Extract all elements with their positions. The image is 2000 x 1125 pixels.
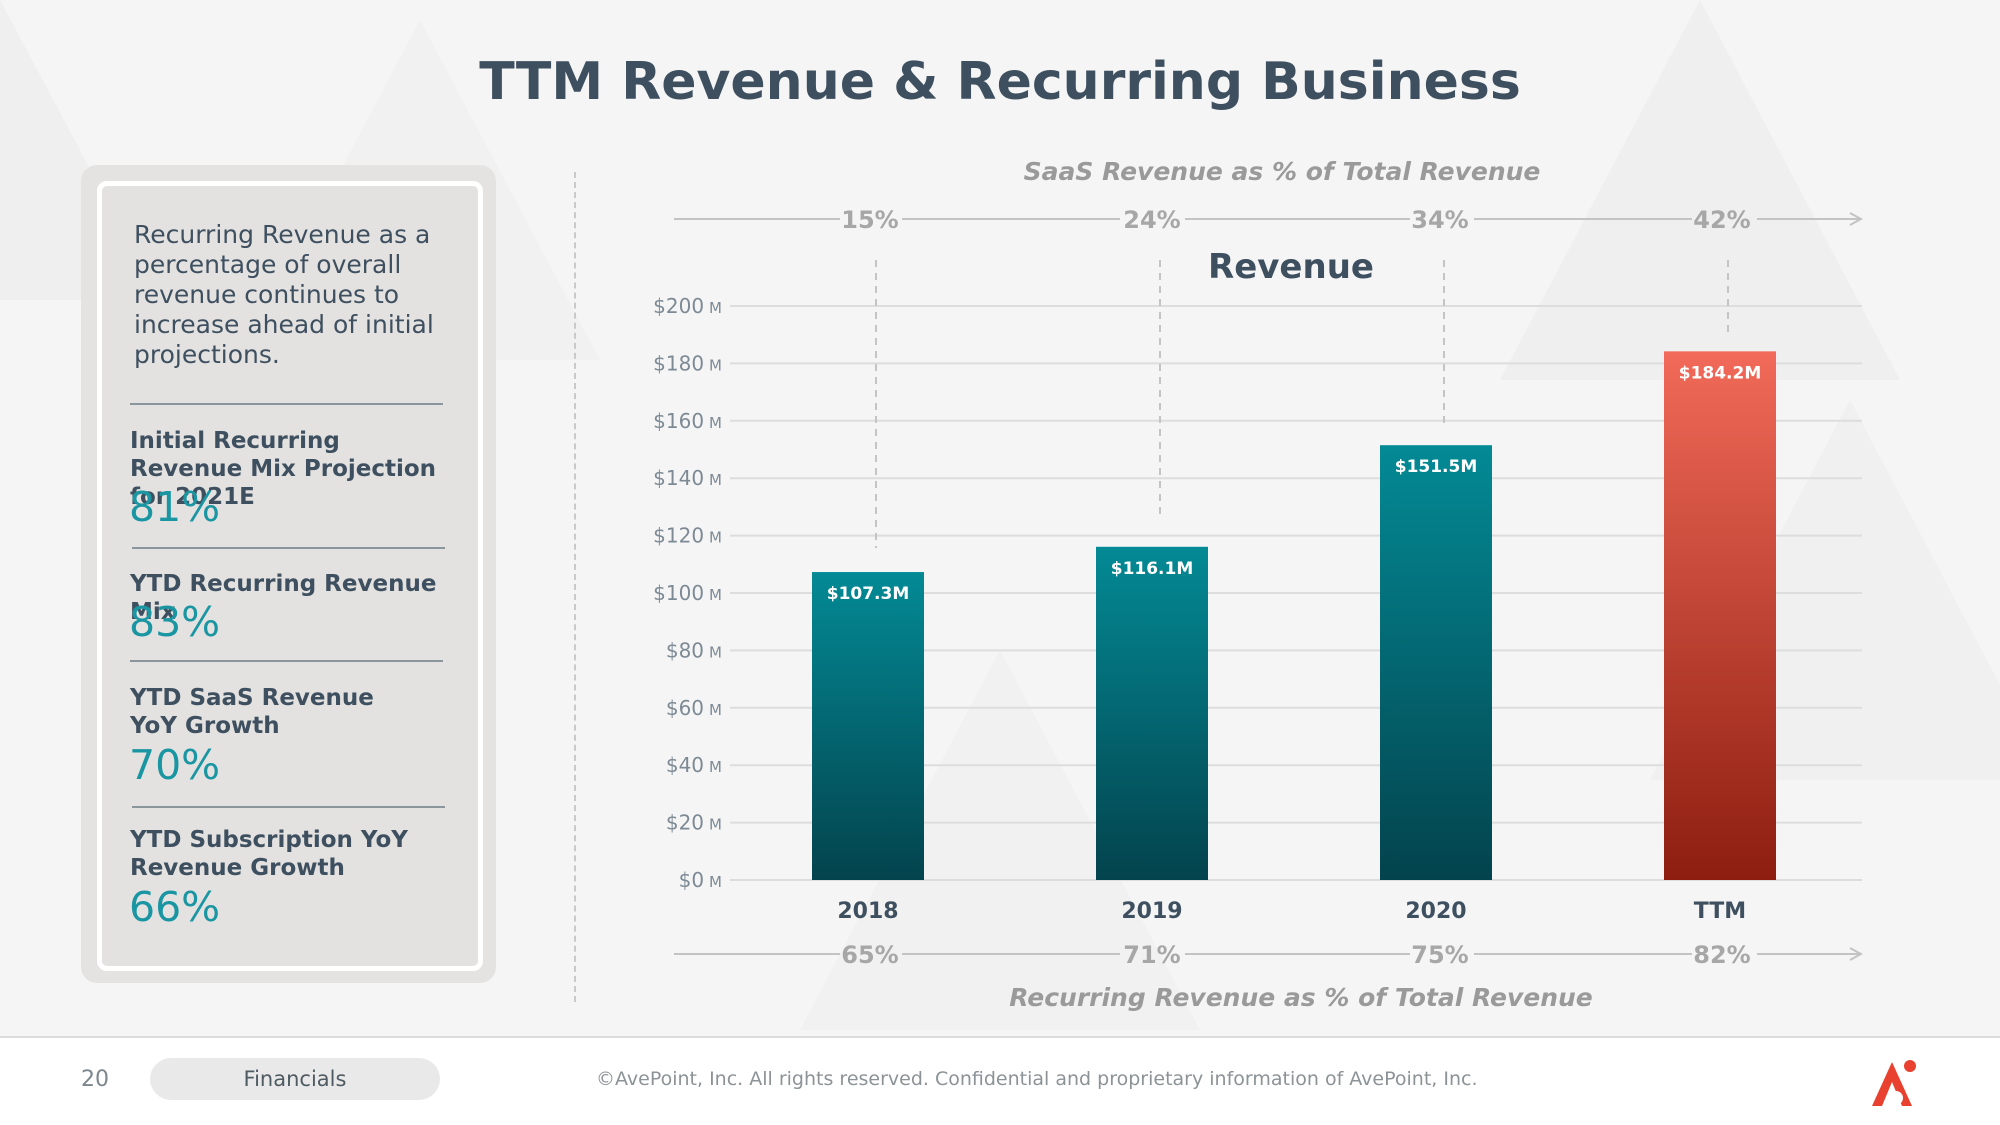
y-tick-label: $160 M bbox=[653, 409, 722, 433]
bar-value-label: $116.1M bbox=[1111, 559, 1194, 579]
vertical-separator bbox=[574, 172, 576, 1002]
bar-2019 bbox=[1096, 546, 1208, 880]
bar-ttm bbox=[1664, 351, 1776, 880]
metric-value-subscription-growth: 66% bbox=[129, 883, 221, 931]
avepoint-logo-icon bbox=[1872, 1060, 1916, 1106]
y-tick-unit: M bbox=[709, 816, 722, 834]
metric-label-saas-growth: YTD SaaS Revenue YoY Growth bbox=[130, 685, 374, 739]
saas-pct-label: 15% bbox=[841, 206, 898, 234]
y-tick-label: $180 M bbox=[653, 351, 722, 375]
y-tick-value: $140 bbox=[653, 466, 704, 490]
section-tab-financials[interactable]: Financials bbox=[150, 1058, 440, 1100]
y-tick-value: $200 bbox=[653, 294, 704, 318]
y-tick-unit: M bbox=[709, 758, 722, 776]
recurring-pct-label: 82% bbox=[1693, 941, 1750, 969]
panel-divider bbox=[132, 806, 445, 808]
y-tick-unit: M bbox=[709, 414, 722, 432]
y-tick-unit: M bbox=[709, 356, 722, 374]
y-tick-label: $40 M bbox=[666, 753, 722, 777]
recurring-row-title: Recurring Revenue as % of Total Revenue bbox=[1009, 983, 1593, 1012]
bar-value-label: $184.2M bbox=[1679, 363, 1762, 383]
copyright-notice: ©AvePoint, Inc. All rights reserved. Con… bbox=[596, 1068, 1478, 1090]
y-tick-unit: M bbox=[709, 299, 722, 317]
y-tick-unit: M bbox=[709, 701, 722, 719]
footer-divider bbox=[0, 1036, 2000, 1038]
x-axis-label: TTM bbox=[1694, 899, 1746, 924]
metric-label-recurring-mix: YTD Recurring Revenue Mix bbox=[130, 571, 437, 625]
y-tick-unit: M bbox=[709, 643, 722, 661]
y-tick-value: $60 bbox=[666, 696, 704, 720]
y-tick-unit: M bbox=[709, 471, 722, 489]
y-tick-label: $0 M bbox=[679, 868, 722, 892]
x-axis-label: 2020 bbox=[1405, 899, 1466, 924]
y-tick-unit: M bbox=[709, 529, 722, 547]
metric-label-subscription-growth: YTD Subscription YoY Revenue Growth bbox=[130, 827, 408, 881]
y-tick-value: $180 bbox=[653, 351, 704, 375]
metric-value-saas-growth: 70% bbox=[129, 741, 221, 789]
page-title: TTM Revenue & Recurring Business bbox=[479, 52, 1521, 112]
y-tick-value: $160 bbox=[653, 409, 704, 433]
y-tick-label: $200 M bbox=[653, 294, 722, 318]
y-tick-value: $20 bbox=[666, 811, 704, 835]
panel-intro-text: Recurring Revenue as a percentage of ove… bbox=[134, 220, 434, 369]
saas-pct-label: 34% bbox=[1411, 206, 1468, 234]
y-tick-label: $120 M bbox=[653, 524, 722, 548]
x-axis-label: 2019 bbox=[1121, 899, 1182, 924]
y-tick-label: $20 M bbox=[666, 811, 722, 835]
panel-divider bbox=[130, 660, 443, 662]
y-tick-value: $40 bbox=[666, 753, 704, 777]
revenue-chart: $0 M$20 M$40 M$60 M$80 M$100 M$120 M$140 M$160 M$… bbox=[653, 157, 2000, 1012]
x-axis-label: 2018 bbox=[837, 899, 898, 924]
saas-pct-label: 42% bbox=[1693, 206, 1750, 234]
bar-2018 bbox=[812, 572, 924, 880]
y-tick-label: $60 M bbox=[666, 696, 722, 720]
recurring-pct-label: 75% bbox=[1411, 941, 1468, 969]
y-tick-value: $80 bbox=[666, 638, 704, 662]
saas-pct-label: 24% bbox=[1123, 206, 1180, 234]
y-tick-value: $0 bbox=[679, 868, 704, 892]
y-tick-label: $140 M bbox=[653, 466, 722, 490]
y-tick-value: $100 bbox=[653, 581, 704, 605]
bar-value-label: $151.5M bbox=[1395, 457, 1478, 477]
kpi-panel-inner bbox=[97, 181, 483, 971]
page-number: 20 bbox=[81, 1067, 109, 1092]
y-tick-label: $100 M bbox=[653, 581, 722, 605]
saas-row-title: SaaS Revenue as % of Total Revenue bbox=[1024, 157, 1541, 186]
metric-label-projection: Initial Recurring Revenue Mix Projection… bbox=[130, 428, 437, 510]
recurring-pct-label: 71% bbox=[1123, 941, 1180, 969]
y-tick-unit: M bbox=[709, 586, 722, 604]
panel-divider bbox=[132, 547, 445, 549]
bar-value-label: $107.3M bbox=[827, 584, 910, 604]
y-tick-label: $80 M bbox=[666, 638, 722, 662]
metric-value-recurring-mix: 83% bbox=[129, 598, 221, 646]
bar-2020 bbox=[1380, 445, 1492, 880]
y-tick-value: $120 bbox=[653, 524, 704, 548]
recurring-pct-label: 65% bbox=[841, 941, 898, 969]
y-tick-unit: M bbox=[709, 873, 722, 891]
panel-divider bbox=[130, 403, 443, 405]
metric-value-projection: 81% bbox=[129, 483, 221, 531]
chart-title: Revenue bbox=[1208, 247, 1374, 287]
